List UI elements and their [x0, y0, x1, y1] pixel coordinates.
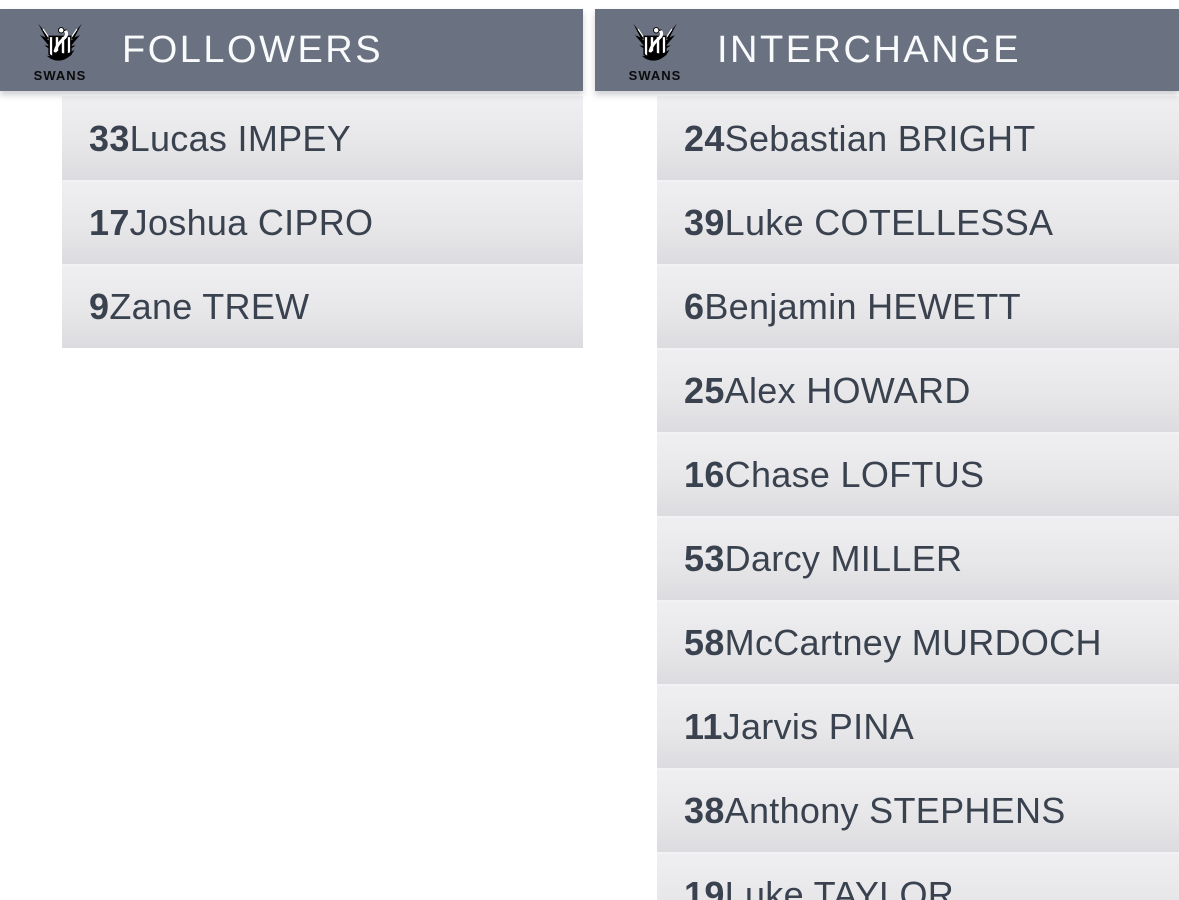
player-name: Luke COTELLESSA	[724, 202, 1054, 243]
player-list: 24 Sebastian BRIGHT 39 Luke COTELLESSA 6…	[657, 96, 1179, 900]
player-row: 11 Jarvis PINA	[657, 684, 1179, 768]
player-row: 53 Darcy MILLER	[657, 516, 1179, 600]
player-name: Joshua CIPRO	[129, 202, 374, 243]
player-number: 17	[89, 202, 130, 243]
player-row: 25 Alex HOWARD	[657, 348, 1179, 432]
player-number: 25	[684, 370, 725, 411]
player-name: Lucas IMPEY	[129, 118, 352, 159]
player-list: 33 Lucas IMPEY 17 Joshua CIPRO 9 Zane TR…	[62, 96, 583, 348]
player-number: 6	[684, 286, 705, 327]
swans-crest-icon	[633, 23, 677, 61]
player-row: 24 Sebastian BRIGHT	[657, 96, 1179, 180]
player-row: 38 Anthony STEPHENS	[657, 768, 1179, 852]
panel-header: SWANS INTERCHANGE	[595, 9, 1179, 91]
player-row: 16 Chase LOFTUS	[657, 432, 1179, 516]
team-logo: SWANS	[624, 19, 686, 82]
player-number: 24	[684, 118, 725, 159]
player-name: Sebastian BRIGHT	[724, 118, 1036, 159]
player-number: 33	[89, 118, 130, 159]
player-name: Zane TREW	[109, 286, 310, 327]
team-logo-label: SWANS	[628, 67, 682, 83]
player-row: 19 Luke TAYLOR	[657, 852, 1179, 900]
player-row: 9 Zane TREW	[62, 264, 583, 348]
player-name: Anthony STEPHENS	[724, 790, 1066, 831]
player-number: 19	[684, 874, 725, 900]
player-number: 11	[684, 706, 723, 747]
player-name: Alex HOWARD	[724, 370, 971, 411]
player-number: 9	[89, 286, 110, 327]
player-name: Jarvis PINA	[722, 706, 915, 747]
player-name: Darcy MILLER	[724, 538, 963, 579]
player-name: Chase LOFTUS	[724, 454, 985, 495]
player-number: 39	[684, 202, 725, 243]
team-panel: SWANS FOLLOWERS 33 Lucas IMPEY 17 Joshua…	[0, 9, 583, 348]
swans-crest-icon	[38, 23, 82, 61]
player-row: 39 Luke COTELLESSA	[657, 180, 1179, 264]
panel-title: INTERCHANGE	[717, 29, 1022, 71]
team-logo: SWANS	[29, 19, 91, 82]
player-name: Luke TAYLOR	[724, 874, 955, 900]
panel-header: SWANS FOLLOWERS	[0, 9, 583, 91]
team-logo-label: SWANS	[33, 67, 87, 83]
player-number: 38	[684, 790, 725, 831]
player-name: McCartney MURDOCH	[724, 622, 1102, 663]
player-row: 58 McCartney MURDOCH	[657, 600, 1179, 684]
player-name: Benjamin HEWETT	[704, 286, 1021, 327]
player-number: 16	[684, 454, 725, 495]
player-number: 53	[684, 538, 725, 579]
player-row: 17 Joshua CIPRO	[62, 180, 583, 264]
team-panel: SWANS INTERCHANGE 24 Sebastian BRIGHT 39…	[595, 9, 1179, 900]
player-row: 33 Lucas IMPEY	[62, 96, 583, 180]
panel-title: FOLLOWERS	[122, 29, 384, 71]
player-number: 58	[684, 622, 725, 663]
player-row: 6 Benjamin HEWETT	[657, 264, 1179, 348]
